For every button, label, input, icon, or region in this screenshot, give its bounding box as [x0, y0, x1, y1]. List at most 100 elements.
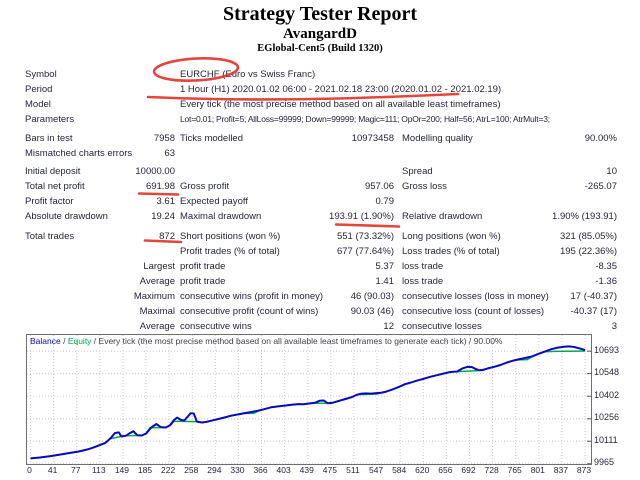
stat-value: -8.35 [595, 261, 617, 272]
x-axis-label: 620 [415, 465, 430, 475]
chart-plot-area [27, 335, 591, 464]
x-axis-label: 656 [438, 465, 453, 475]
expert-name: AvangardD [283, 26, 357, 42]
x-axis-label: 149 [114, 465, 129, 475]
stat-label: profit trade [180, 261, 226, 272]
x-axis-label: 439 [299, 465, 314, 475]
stat-value: 10000.00 [135, 166, 175, 177]
stat-value: 10973458 [351, 133, 394, 144]
stat-row: Total trades 872 Short positions (won %) 55… [0, 229, 640, 244]
info-label: Model [25, 99, 51, 110]
stat-label: loss trade [402, 276, 444, 287]
maximal-drawdown-underline-annotation [334, 223, 401, 228]
stat-value: -40.37 (17) [570, 306, 617, 317]
y-axis-label: 10402 [594, 389, 620, 400]
stat-value: 677 (77.64%) [336, 246, 394, 257]
page-title: Strategy Tester Report [222, 3, 418, 25]
stat-label: Expected payoff [180, 196, 248, 207]
y-axis-label: 10548 [594, 367, 620, 378]
stat-value: 12 [383, 321, 394, 332]
y-axis-label: 10111 [594, 434, 618, 445]
chart-legend: Balance / Equity / Every tick (the most … [30, 335, 502, 348]
stat-label: Loss trades (% of total) [402, 246, 500, 257]
stat-label: profit trade [180, 276, 226, 287]
stat-label: Profit trades (% of total) [180, 246, 280, 257]
legend-equity-label: Equity [67, 336, 92, 346]
profit-stats-table: Initial deposit 10000.00 Spread 10 Total net… [0, 164, 640, 224]
stat-label: Gross loss [402, 181, 447, 192]
stat-value: 957.06 [364, 181, 394, 192]
stat-label: consecutive losses [402, 321, 482, 332]
stat-value: 10 [606, 166, 617, 177]
stat-label: consecutive wins [180, 321, 252, 332]
info-row: Symbol EURCHF (Euro vs Swiss Franc) [0, 67, 640, 82]
stat-row: Average profit trade 1.41 loss trade -1.36 [0, 274, 640, 289]
stat-value: 551 (73.32%) [336, 231, 394, 242]
stat-label: consecutive losses (loss in money) [402, 291, 549, 302]
stat-value: -265.07 [584, 181, 617, 192]
stat-value: 1.41 [375, 276, 395, 287]
x-axis-label: 366 [253, 465, 268, 475]
stat-value: 0.79 [375, 196, 395, 207]
stat-value: Average [139, 321, 175, 332]
balance-equity-chart: Balance / Equity / Every tick (the most … [26, 334, 592, 465]
stat-value: Largest [143, 261, 175, 272]
stat-label: loss trade [402, 261, 444, 272]
info-row: Model Every tick (the most precise method… [0, 97, 640, 112]
stat-label: consecutive loss (count of losses) [402, 306, 545, 317]
x-axis-label: 728 [484, 465, 499, 475]
stat-label: Long positions (won %) [402, 231, 501, 242]
stat-value: 63 [164, 148, 175, 159]
x-axis-label: 511 [346, 465, 360, 475]
trade-stats-table: Total trades 872 Short positions (won %) 55… [0, 229, 640, 334]
stat-row: Mismatched charts errors 63 [0, 146, 640, 161]
stat-row: Largest profit trade 5.37 loss trade -8.35 [0, 259, 640, 274]
stat-value: Maximum [133, 291, 175, 302]
stat-label: Absolute drawdown [25, 211, 108, 222]
x-axis-label: 222 [161, 465, 176, 475]
stat-value: 90.00% [584, 133, 617, 144]
stat-row: Bars in test 7958 Ticks modelled 10973458 Mo… [0, 131, 640, 146]
stat-value: 19.24 [151, 211, 175, 222]
stat-label: Short positions (won %) [180, 231, 281, 242]
server-build: EGlobal-Cent5 (Build 1320) [257, 43, 383, 54]
stat-label: Spread [402, 166, 433, 177]
x-axis-label: 258 [184, 465, 199, 475]
x-axis-label: 475 [322, 465, 337, 475]
legend-model-text: Every tick (the most precise method base… [98, 336, 503, 346]
x-axis-label: 547 [368, 465, 384, 475]
info-value: Lot=0.01; Profit=5; AllLoss=99999; Down=… [180, 114, 550, 124]
stat-label: Relative drawdown [402, 211, 483, 222]
stat-label: Initial deposit [25, 166, 81, 177]
stat-label: consecutive profit (count of wins) [180, 306, 319, 317]
stat-row: Maximal consecutive profit (count of wins… [0, 304, 640, 319]
test-settings-table: Symbol EURCHF (Euro vs Swiss Franc) Period… [0, 67, 640, 127]
stat-value: 1.90% (193.91) [552, 211, 617, 222]
stat-label: Mismatched charts errors [25, 148, 133, 159]
stat-label: consecutive wins (profit in money) [180, 291, 324, 302]
stat-value: 195 (22.36%) [559, 246, 617, 257]
stat-row: Profit factor 3.61 Expected payoff 0.79 [0, 194, 640, 209]
stat-label: Ticks modelled [180, 133, 244, 144]
stat-row: Profit trades (% of total) 677 (77.64%) Lo… [0, 244, 640, 259]
x-axis-label: 692 [461, 465, 476, 475]
stat-row: Absolute drawdown 19.24 Maximal drawdown 19… [0, 209, 640, 224]
stat-value: Average [139, 276, 175, 287]
info-value: EURCHF (Euro vs Swiss Franc) [180, 69, 316, 80]
y-axis-label: 9965 [594, 457, 615, 468]
stat-label: Modelling quality [402, 133, 473, 144]
stat-value: 691.98 [145, 181, 175, 192]
info-row: Period 1 Hour (H1) 2020.01.02 06:00 - 202… [0, 82, 640, 97]
stat-value: 7958 [153, 133, 175, 144]
stat-row: Maximum consecutive wins (profit in money… [0, 289, 640, 304]
stat-value: 321 (85.05%) [559, 231, 617, 242]
x-axis-label: 41 [47, 465, 58, 475]
balance-line [30, 345, 586, 460]
stat-value: 46 (90.03) [350, 291, 394, 302]
y-axis-label: 10693 [594, 344, 620, 355]
x-axis-label: 801 [530, 465, 545, 475]
stat-label: Bars in test [25, 133, 73, 144]
stat-value: 17 (-40.37) [570, 291, 617, 302]
stat-value: 3 [611, 321, 617, 332]
